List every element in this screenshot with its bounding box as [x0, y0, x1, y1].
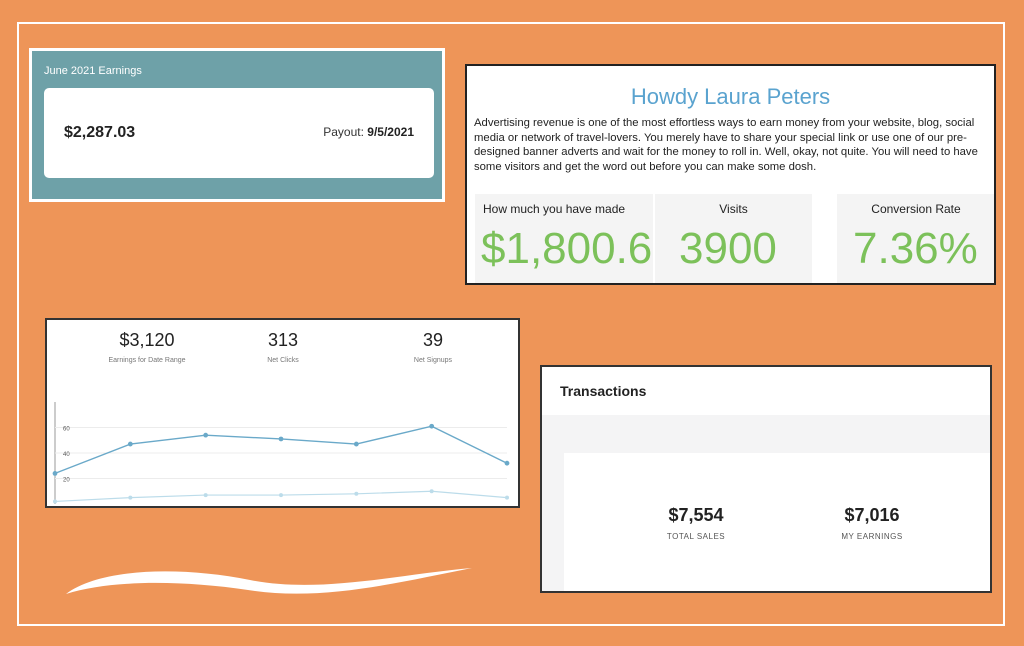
metric-my-earnings: $7,016 MY EARNINGS: [812, 505, 932, 541]
data-point: [505, 495, 509, 500]
line-chart: 20 40 60: [52, 402, 510, 504]
welcome-title: Howdy Laura Peters: [630, 84, 831, 109]
metric-label: MY EARNINGS: [841, 532, 903, 541]
stat-value: $1,800.6: [481, 224, 653, 273]
data-point: [203, 432, 209, 438]
data-point: [203, 493, 208, 498]
earnings-card: June 2021 Earnings $2,287.03 Payout: 9/5…: [29, 48, 445, 202]
decorative-swoosh: [66, 568, 472, 594]
transactions-card: Transactions $7,554 TOTAL SALES $7,016 M…: [540, 365, 992, 593]
stats-chart-card: $3,120 Earnings for Date Range 313 Net C…: [45, 318, 520, 508]
stat-value: 3900: [679, 224, 777, 273]
y-tick-label: 20: [63, 478, 70, 484]
transactions-panel: $7,554 TOTAL SALES $7,016 MY EARNINGS: [564, 453, 990, 591]
stat-label: Conversion Rate: [871, 202, 961, 216]
stat-value: 7.36%: [853, 224, 978, 273]
kpi-label: Net Clicks: [267, 357, 299, 364]
payout-date: 9/5/2021: [367, 125, 414, 139]
welcome-card: Howdy Laura Peters Advertising revenue i…: [465, 64, 996, 285]
earnings-amount: $2,287.03: [64, 124, 136, 141]
series-line-0: [54, 425, 508, 475]
payout-label: Payout:: [323, 125, 364, 139]
kpi-earnings: $3,120 Earnings for Date Range: [87, 330, 207, 364]
data-point: [278, 436, 284, 442]
kpi-label: Net Signups: [413, 357, 453, 364]
data-point: [128, 495, 133, 500]
payout-info: Payout: 9/5/2021: [323, 125, 414, 139]
kpi-value: $3,120: [119, 330, 175, 350]
metric-total-sales: $7,554 TOTAL SALES: [636, 505, 756, 541]
data-point: [52, 471, 58, 476]
transactions-title: Transactions: [560, 383, 647, 399]
metric-value: $7,554: [668, 505, 724, 525]
kpi-label: Earnings for Date Range: [108, 357, 186, 364]
kpi-value: 313: [267, 330, 299, 350]
data-point: [429, 489, 434, 494]
stat-visits: Visits 3900: [655, 194, 812, 283]
welcome-description: Advertising revenue is one of the most e…: [474, 117, 978, 173]
metric-label: TOTAL SALES: [666, 532, 726, 541]
stat-conversion-rate: Conversion Rate 7.36%: [837, 194, 994, 283]
data-point: [504, 460, 510, 466]
data-point: [354, 491, 359, 496]
earnings-inner-panel: $2,287.03 Payout: 9/5/2021: [44, 88, 434, 178]
data-point: [127, 441, 133, 447]
earnings-header: June 2021 Earnings: [44, 65, 142, 77]
y-tick-label: 40: [63, 452, 70, 458]
metric-value: $7,016: [844, 505, 900, 525]
data-point: [353, 441, 359, 447]
stat-label: How much you have made: [483, 202, 626, 216]
kpi-net-signups: 39 Net Signups: [373, 330, 493, 364]
kpi-net-clicks: 313 Net Clicks: [223, 330, 343, 364]
stat-label: Visits: [719, 202, 748, 216]
data-point: [429, 423, 435, 429]
kpi-value: 39: [422, 330, 444, 350]
page-frame: [17, 22, 1005, 626]
transactions-header: Transactions: [542, 367, 990, 415]
data-point: [53, 499, 57, 504]
y-tick-label: 60: [63, 427, 70, 433]
stat-made: How much you have made $1,800.6: [475, 194, 653, 283]
data-point: [279, 493, 283, 498]
